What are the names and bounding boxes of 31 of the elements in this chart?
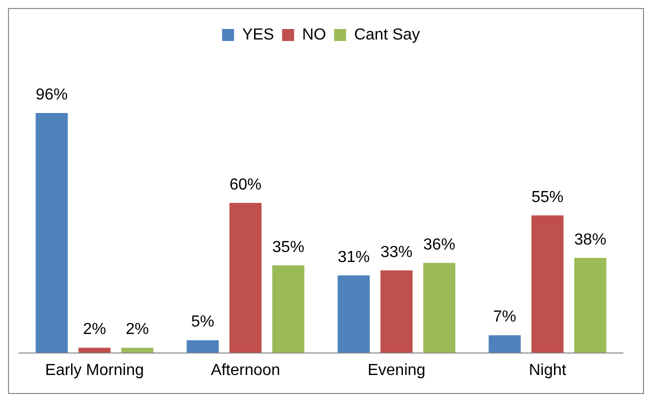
data-label: 60%: [229, 176, 262, 194]
bar: [36, 112, 68, 353]
legend-label: NO: [302, 26, 326, 44]
bar: [78, 348, 111, 353]
data-label: 33%: [380, 244, 413, 261]
bar: [272, 265, 304, 353]
legend-label: Cant Say: [354, 26, 420, 44]
bar: [574, 258, 606, 353]
data-label: 2%: [126, 321, 149, 338]
data-label: 35%: [272, 238, 304, 256]
bar: [121, 348, 154, 353]
bar: [229, 202, 262, 353]
data-label: 55%: [531, 188, 564, 206]
data-label: 96%: [36, 86, 68, 104]
data-label: 31%: [338, 248, 370, 266]
bar: [338, 275, 370, 353]
data-label: 2%: [82, 321, 106, 338]
legend-label: YES: [242, 26, 274, 44]
bar: [531, 215, 564, 353]
data-label: 5%: [191, 314, 214, 331]
x-tick-label: Night: [528, 362, 567, 379]
bar: [380, 270, 413, 353]
bar: [423, 262, 456, 353]
x-tick-label: Evening: [368, 362, 426, 379]
x-tick-label: Early Morning: [45, 362, 144, 379]
bar: [488, 335, 521, 353]
data-label: 36%: [423, 236, 456, 254]
data-label: 38%: [574, 231, 606, 248]
data-label: 7%: [493, 308, 516, 326]
x-tick-label: Afternoon: [210, 362, 280, 379]
bar: [186, 340, 219, 353]
